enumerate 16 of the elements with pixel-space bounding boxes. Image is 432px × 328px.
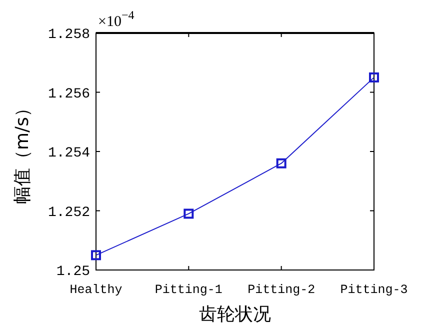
- x-tick-label: Pitting-3: [340, 283, 408, 297]
- x-axis-title: 齿轮状况: [199, 304, 271, 325]
- text: ×10$^{−4}$: [98, 8, 134, 30]
- y-tick-label: 1.25: [56, 264, 90, 280]
- x-tick-label: Healthy: [70, 283, 123, 297]
- y-tick-label: 1.252: [48, 204, 90, 221]
- point: [276, 158, 286, 168]
- x-tick-label: Pitting-1: [154, 283, 222, 297]
- point: [184, 208, 194, 219]
- y-tick-label: 1.258: [48, 27, 90, 43]
- point: [369, 72, 379, 82]
- y-axis-title: 幅值（m/s）: [12, 99, 33, 204]
- y-tick-label: 1.256: [48, 86, 90, 102]
- point: [91, 250, 101, 260]
- y-tick-label: 1.254: [48, 146, 90, 162]
- x-tick-label: Pitting-2: [248, 283, 316, 297]
